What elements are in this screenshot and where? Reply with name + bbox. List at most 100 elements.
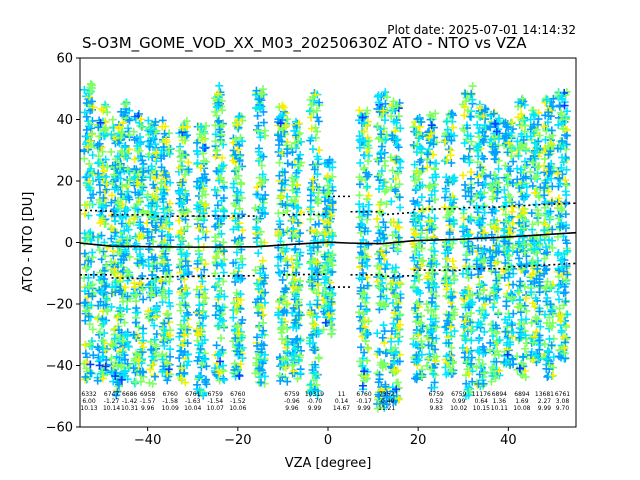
data-point (164, 365, 173, 374)
data-point (81, 298, 90, 307)
data-point (80, 108, 89, 117)
data-point (85, 200, 94, 209)
data-point (216, 334, 225, 343)
data-point (283, 115, 292, 124)
data-point (180, 312, 189, 321)
data-point (97, 231, 106, 240)
data-point (193, 259, 202, 268)
data-point (355, 308, 364, 317)
bin-annotation-text: 10.06 (229, 405, 246, 412)
data-point (108, 283, 117, 292)
data-point (107, 130, 116, 139)
data-point (379, 321, 388, 330)
x-tick-label: −20 (224, 433, 251, 448)
data-point (195, 301, 204, 310)
data-point (460, 139, 469, 148)
data-point (147, 282, 156, 291)
data-point (131, 377, 140, 386)
data-point (84, 232, 93, 241)
data-point (193, 147, 202, 156)
bin-annotation: 6958-1.579.96 (140, 391, 156, 412)
data-point (119, 294, 128, 303)
data-point (355, 180, 364, 189)
bin-annotation-text: 10.09 (162, 405, 179, 412)
data-point (561, 288, 570, 297)
bin-annotation-text: -0.49 (379, 398, 395, 405)
data-point (86, 88, 95, 97)
y-tick-label: 40 (56, 113, 73, 128)
y-axis-label: ATO - NTO [DU] (21, 192, 36, 293)
data-point (197, 175, 206, 184)
data-point (163, 360, 172, 369)
data-point (220, 255, 229, 264)
data-point (194, 224, 203, 233)
data-point (219, 206, 228, 215)
data-point (194, 234, 203, 243)
data-point (195, 348, 204, 357)
data-point (283, 159, 292, 168)
data-point (82, 306, 91, 315)
vza-bin--7 (287, 117, 306, 383)
data-point (113, 387, 122, 396)
data-point (547, 126, 556, 135)
data-point (108, 340, 117, 349)
data-point (134, 234, 143, 243)
data-point (158, 195, 167, 203)
data-point (118, 348, 127, 357)
data-point (509, 157, 518, 166)
vza-bin--50 (93, 100, 112, 385)
data-point (103, 108, 112, 117)
data-point (151, 313, 160, 322)
data-point (117, 181, 126, 190)
data-point (323, 181, 332, 190)
bin-annotation-text: 0.52 (430, 398, 444, 405)
data-point (200, 293, 209, 302)
data-point (102, 172, 111, 181)
data-point (548, 371, 557, 380)
data-point (132, 304, 141, 313)
data-point (287, 255, 296, 264)
data-point (83, 293, 92, 302)
data-point (200, 335, 209, 344)
bin-annotation-text: 3.08 (556, 398, 570, 405)
data-point (151, 340, 160, 349)
vza-bin-37 (485, 108, 504, 386)
data-point (132, 290, 141, 299)
data-point (196, 163, 205, 172)
data-point (514, 286, 523, 295)
data-point (130, 155, 139, 164)
bin-annotation-text: 10.11 (491, 405, 508, 412)
data-point (444, 145, 453, 154)
data-point (149, 180, 158, 189)
data-point (160, 167, 169, 176)
data-point (175, 332, 184, 341)
data-point (494, 164, 503, 173)
data-point (99, 319, 108, 328)
data-point (117, 190, 126, 199)
data-point (277, 193, 286, 202)
data-point (157, 291, 166, 300)
data-point (212, 111, 221, 120)
data-point (84, 183, 93, 192)
data-point (182, 131, 191, 140)
data-point (111, 217, 120, 226)
x-tick-label: 40 (500, 433, 517, 448)
data-point (487, 320, 496, 329)
data-point (81, 316, 90, 325)
data-point (145, 142, 154, 151)
data-point (113, 313, 122, 322)
data-point (220, 322, 229, 331)
bin-annotation-text: 6760 (356, 391, 371, 398)
y-tick-label: −40 (46, 359, 73, 374)
data-point (144, 166, 153, 175)
data-point (179, 271, 188, 280)
data-point (124, 225, 133, 234)
data-point (180, 347, 189, 356)
data-point (313, 300, 322, 309)
data-point (279, 103, 288, 112)
data-point (84, 289, 93, 298)
data-point (183, 339, 192, 348)
data-point (135, 196, 144, 205)
